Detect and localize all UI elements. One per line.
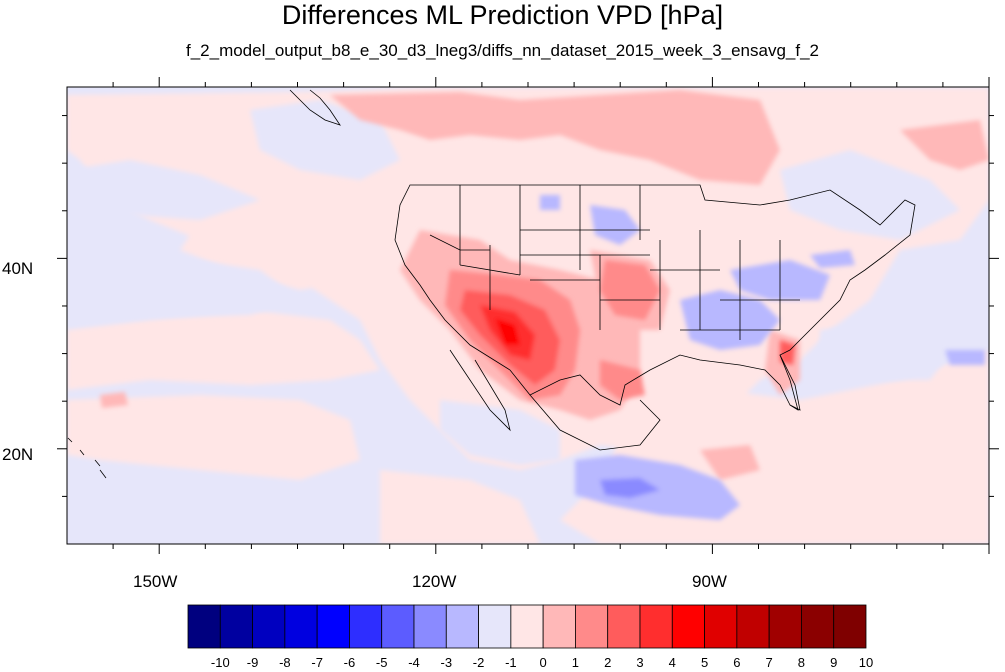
- colorbar-tick-label: 9: [830, 655, 838, 670]
- colorbar-swatch: [187, 604, 221, 649]
- colorbar-swatch: [219, 604, 253, 649]
- colorbar-swatch: [510, 604, 544, 649]
- colorbar-swatch: [542, 604, 576, 649]
- colorbar-tick-label: -9: [246, 655, 259, 670]
- colorbar-tick-label: -6: [343, 655, 356, 670]
- colorbar-swatch: [316, 604, 350, 649]
- colorbar-swatch: [445, 604, 479, 649]
- colorbar-tick-label: 0: [539, 655, 547, 670]
- colorbar-swatch: [704, 604, 738, 649]
- mexico-coast: [529, 394, 661, 451]
- axis-ticks: [57, 77, 999, 554]
- y-tick-label-40n: 40N: [2, 259, 34, 278]
- colorbar-tick-label: -4: [408, 655, 420, 670]
- colorbar-swatch: [736, 604, 770, 649]
- x-tick-label-120w: 120W: [412, 572, 457, 591]
- colorbar-tick-label: 1: [571, 655, 580, 670]
- x-tick-label-90w: 90W: [692, 572, 727, 591]
- colorbar-swatch: [607, 604, 641, 649]
- colorbar-tick-label: 10: [858, 655, 874, 670]
- alaska-coast: [289, 89, 341, 126]
- colorbar-tick-label: -3: [440, 655, 453, 670]
- colorbar-tick-label: -7: [311, 655, 323, 670]
- colorbar-swatch: [639, 604, 673, 649]
- colorbar-swatch: [768, 604, 802, 649]
- colorbar-tick-label: -2: [472, 655, 485, 670]
- colorbar-tick-label: 7: [765, 655, 773, 670]
- colorbar-tick-label: -1: [505, 655, 517, 670]
- colorbar-swatch: [833, 604, 867, 649]
- colorbar-tick-label: 6: [733, 655, 741, 670]
- negative-anomaly-light: [67, 100, 960, 465]
- baja-coast: [449, 349, 511, 432]
- plot-title: Differences ML Prediction VPD [hPa]: [281, 0, 724, 30]
- colorbar-swatch: [381, 604, 415, 649]
- colorbar-swatch: [478, 604, 512, 649]
- colorbar-swatch: [349, 604, 383, 649]
- coastlines-and-borders: [67, 89, 916, 479]
- negative-anomaly-blue: [540, 195, 985, 520]
- colorbar-tick-label: 2: [604, 655, 612, 670]
- colorbar-swatch: [413, 604, 447, 649]
- state-lines: [429, 185, 800, 340]
- colorbar-swatch: [284, 604, 318, 649]
- colorbar-tick-label: -8: [279, 655, 291, 670]
- x-tick-label-150w: 150W: [133, 572, 178, 591]
- colorbar-swatch: [575, 604, 609, 649]
- colorbar-swatch: [801, 604, 835, 649]
- y-tick-label-20n: 20N: [2, 445, 34, 464]
- colorbar-tick-label: 4: [668, 655, 676, 670]
- colorbar-swatch: [252, 604, 286, 649]
- colorbar-tick-label: 3: [636, 655, 644, 670]
- colorbar-tick-label: -10: [210, 655, 230, 670]
- colorbar-tick-label: 8: [797, 655, 806, 670]
- colorbar-swatch: [671, 604, 705, 649]
- colorbar-tick-label: -5: [375, 655, 388, 670]
- florida-coast: [779, 354, 799, 411]
- hawaii-islands: [67, 437, 107, 479]
- plot-subtitle: f_2_model_output_b8_e_30_d3_lneg3/diffs_…: [185, 41, 820, 60]
- positive-anomaly-strong: [445, 260, 795, 400]
- map-panel: [57, 77, 999, 554]
- colorbar-tick-label: 5: [700, 655, 709, 670]
